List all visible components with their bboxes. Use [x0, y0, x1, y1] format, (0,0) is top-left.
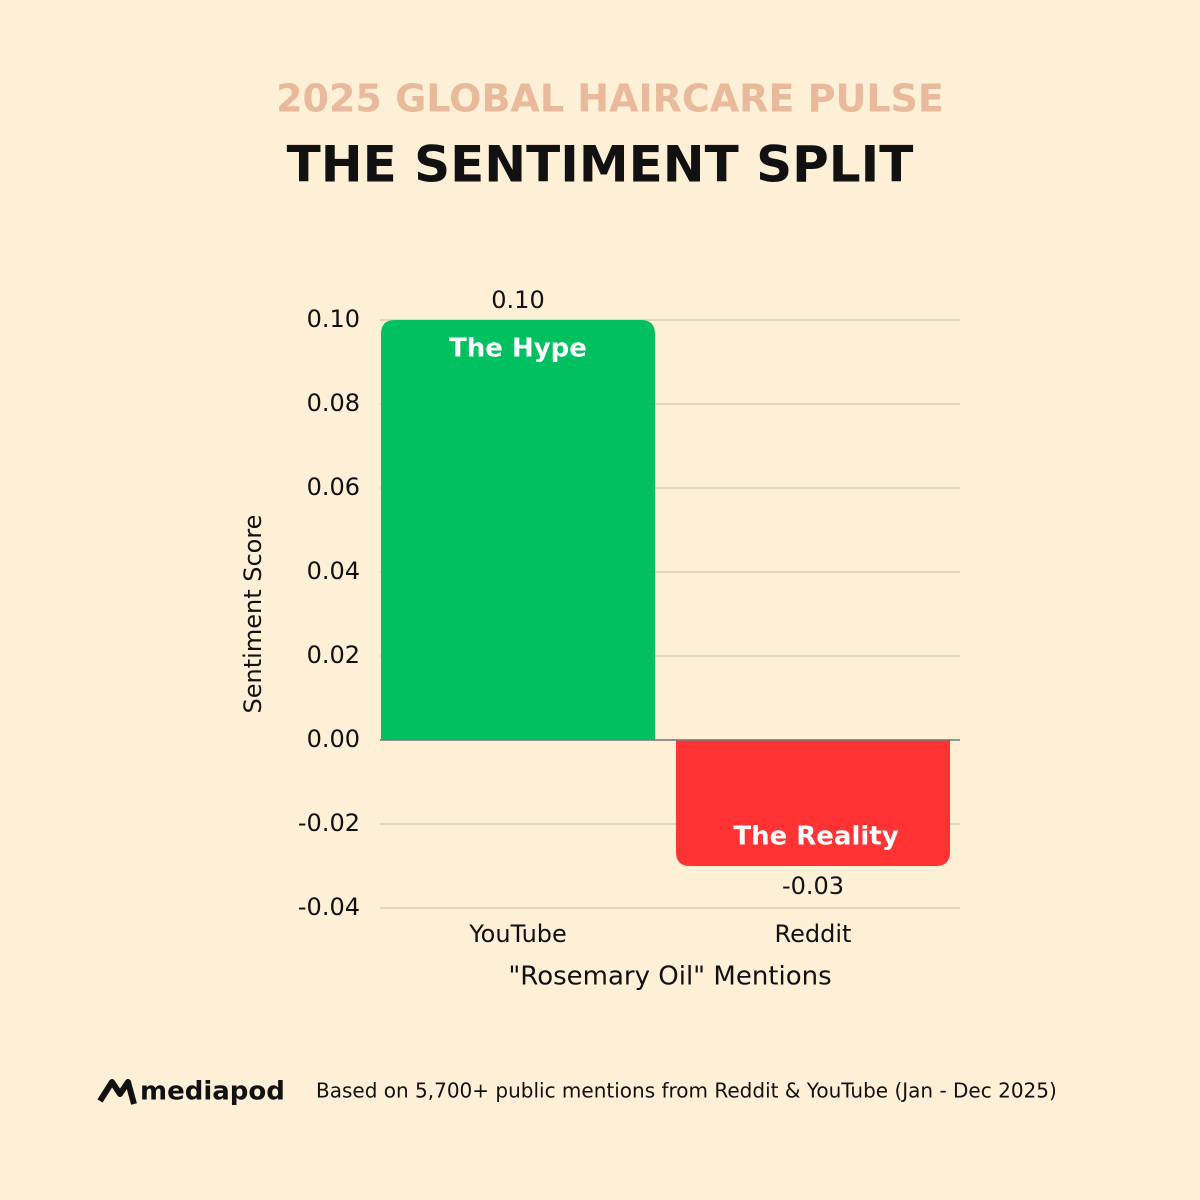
footnote: Based on 5,700+ public mentions from Red…: [316, 1079, 1057, 1103]
y-tick-label: 0.02: [307, 641, 360, 669]
bar-label: The Reality: [733, 822, 898, 852]
logo: mediapod: [97, 1077, 285, 1107]
y-tick-label: 0.04: [307, 557, 360, 585]
y-tick-label: 0.08: [307, 389, 360, 417]
chart-title: THE SENTIMENT SPLIT: [287, 136, 914, 194]
y-axis-label: Sentiment Score: [239, 515, 267, 714]
brand: mediapod: [140, 1077, 285, 1107]
chart-subtitle: 2025 GLOBAL HAIRCARE PULSE: [276, 77, 944, 121]
value-label: -0.03: [782, 872, 844, 900]
bar-label: The Hype: [449, 334, 587, 364]
bar: [676, 740, 950, 866]
y-tick-label: -0.04: [298, 893, 360, 921]
x-tick-label: Reddit: [775, 920, 852, 948]
x-axis-label: "Rosemary Oil" Mentions: [508, 962, 831, 992]
y-tick-label: -0.02: [298, 809, 360, 837]
y-tick-label: 0.00: [307, 725, 360, 753]
value-label: 0.10: [491, 286, 544, 314]
y-tick-label: 0.10: [307, 305, 360, 333]
logo-icon: [97, 1079, 137, 1105]
y-tick-label: 0.06: [307, 473, 360, 501]
x-tick-label: YouTube: [468, 920, 567, 948]
bar: [381, 320, 655, 740]
